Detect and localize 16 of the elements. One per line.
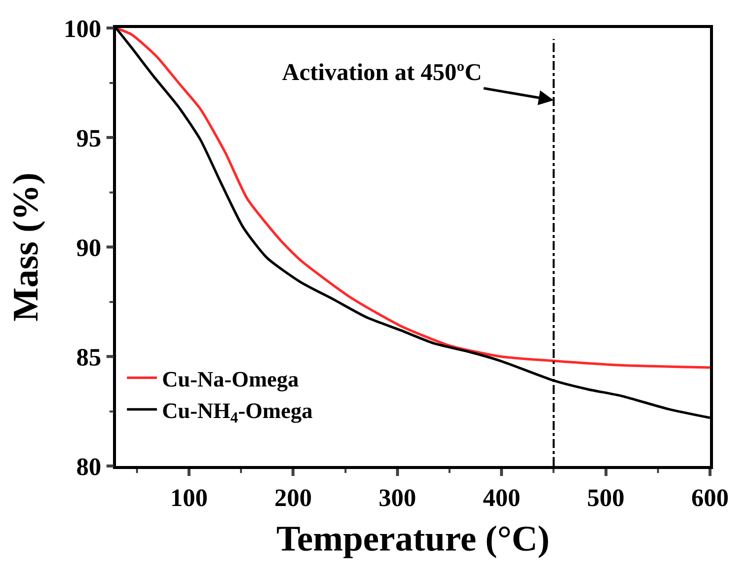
x-axis-title: Temperature (°C) xyxy=(276,518,550,558)
x-tick-label: 200 xyxy=(274,484,312,512)
x-tick-label: 500 xyxy=(587,484,625,512)
y-tick-label: 95 xyxy=(76,125,102,152)
y-tick-label: 80 xyxy=(76,454,102,481)
x-tick-label: 600 xyxy=(691,484,729,512)
annotation: Activation at 450ºC xyxy=(282,60,482,86)
x-tick-label: 300 xyxy=(378,484,416,512)
legend-label: Cu-Na-Omega xyxy=(162,366,299,392)
y-tick-label: 90 xyxy=(76,234,102,262)
y-tick-label: 100 xyxy=(64,16,102,43)
y-tick-label: 85 xyxy=(76,344,102,372)
x-tick-label: 400 xyxy=(482,484,520,512)
legend-label: Cu-NH$_{4}$-Omega xyxy=(162,398,313,427)
x-tick-label: 100 xyxy=(170,484,208,512)
y-axis-title: Mass (%) xyxy=(6,172,46,322)
